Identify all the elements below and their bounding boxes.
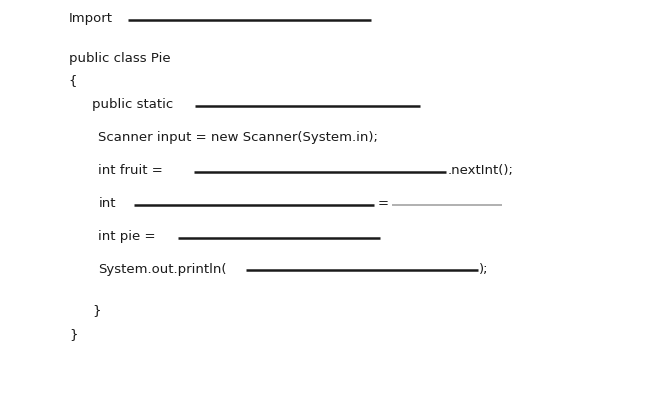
- Text: =: =: [378, 197, 389, 210]
- Text: );: );: [479, 263, 488, 276]
- Text: }: }: [92, 304, 100, 317]
- Text: .nextInt();: .nextInt();: [448, 164, 514, 177]
- Text: public static: public static: [92, 98, 173, 111]
- Text: int: int: [98, 197, 116, 210]
- Text: Import: Import: [69, 12, 113, 25]
- Text: int pie =: int pie =: [98, 230, 156, 243]
- Text: System.out.println(: System.out.println(: [98, 263, 227, 276]
- Text: Scanner input = new Scanner(System.in);: Scanner input = new Scanner(System.in);: [98, 131, 379, 144]
- Text: int fruit =: int fruit =: [98, 164, 163, 177]
- Text: {: {: [69, 74, 77, 87]
- Text: public class Pie: public class Pie: [69, 52, 171, 65]
- Text: }: }: [69, 328, 77, 341]
